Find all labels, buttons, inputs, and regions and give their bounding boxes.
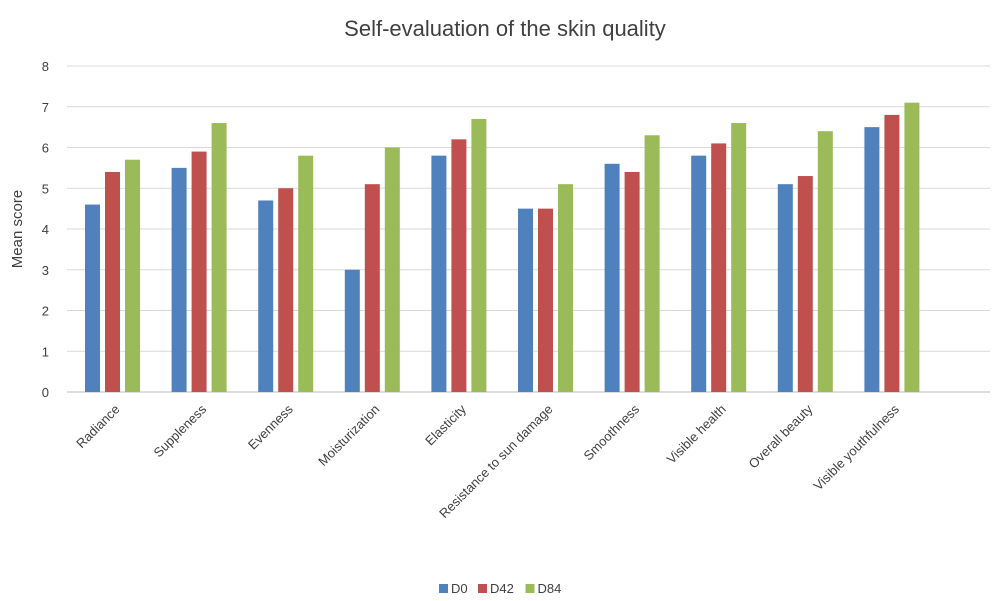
x-tick-label: Visible youthfulness bbox=[810, 401, 902, 493]
bar-d42-8 bbox=[797, 176, 813, 392]
x-tick-label: Overall beauty bbox=[746, 401, 816, 471]
x-tick-label: Suppleness bbox=[151, 401, 210, 460]
bar-d42-2 bbox=[278, 188, 294, 392]
x-tick-label: Smoothness bbox=[581, 401, 643, 463]
x-tick-label: Visible health bbox=[664, 402, 729, 467]
bar-d0-5 bbox=[518, 208, 533, 392]
bar-d42-0 bbox=[105, 171, 120, 392]
bar-d42-7 bbox=[711, 143, 727, 392]
bar-d84-8 bbox=[817, 131, 833, 392]
bar-d84-3 bbox=[384, 147, 400, 392]
bar-d42-9 bbox=[884, 114, 900, 393]
y-tick-label: 8 bbox=[42, 59, 49, 74]
y-tick-label: 0 bbox=[42, 385, 49, 400]
bar-d42-4 bbox=[451, 139, 467, 392]
x-axis-labels: Radiance Suppleness Evenness Moisturization… bbox=[73, 401, 902, 521]
y-tick-label: 4 bbox=[42, 222, 49, 237]
x-tick-label: Elasticity bbox=[422, 401, 469, 448]
bar-d84-7 bbox=[731, 123, 747, 393]
bar-d42-5 bbox=[538, 208, 553, 392]
bars bbox=[85, 102, 920, 393]
legend-swatch-d42 bbox=[478, 584, 487, 593]
y-axis-label: Mean score bbox=[9, 190, 26, 268]
y-tick-label: 1 bbox=[42, 344, 49, 359]
bar-d84-6 bbox=[644, 135, 660, 392]
bar-d0-0 bbox=[85, 204, 100, 392]
chart-title: Self-evaluation of the skin quality bbox=[344, 16, 666, 41]
bar-d0-2 bbox=[258, 200, 274, 392]
bar-d0-7 bbox=[691, 155, 707, 392]
bar-d0-9 bbox=[864, 127, 880, 392]
bar-d0-3 bbox=[344, 269, 360, 392]
bar-d84-2 bbox=[298, 155, 314, 392]
bar-d42-1 bbox=[191, 151, 207, 392]
bar-d0-8 bbox=[777, 184, 793, 392]
y-tick-label: 5 bbox=[42, 181, 49, 196]
bar-d0-6 bbox=[604, 163, 620, 392]
y-tick-label: 6 bbox=[42, 141, 49, 156]
legend: D0 D42 D84 bbox=[439, 581, 561, 596]
y-axis-ticks: 0 1 2 3 4 5 6 7 8 bbox=[42, 59, 49, 400]
x-tick-label: Evenness bbox=[245, 401, 296, 452]
bar-d0-1 bbox=[171, 167, 187, 392]
legend-label-d84: D84 bbox=[538, 581, 562, 596]
x-tick-label: Moisturization bbox=[315, 402, 382, 469]
bar-d84-4 bbox=[471, 118, 487, 392]
bar-d84-0 bbox=[125, 159, 140, 392]
y-tick-label: 7 bbox=[42, 100, 49, 115]
bar-d84-9 bbox=[904, 102, 920, 393]
legend-label-d0: D0 bbox=[451, 581, 468, 596]
y-tick-label: 3 bbox=[42, 263, 49, 278]
y-tick-label: 2 bbox=[42, 304, 49, 319]
bar-d42-6 bbox=[624, 171, 640, 392]
bar-d84-1 bbox=[211, 123, 227, 393]
bar-d42-3 bbox=[364, 184, 380, 392]
legend-swatch-d0 bbox=[439, 584, 448, 593]
x-tick-label: Radiance bbox=[73, 402, 122, 451]
bar-d84-5 bbox=[558, 184, 573, 392]
bar-d0-4 bbox=[431, 155, 447, 392]
legend-label-d42: D42 bbox=[490, 581, 514, 596]
legend-swatch-d84 bbox=[525, 584, 535, 593]
